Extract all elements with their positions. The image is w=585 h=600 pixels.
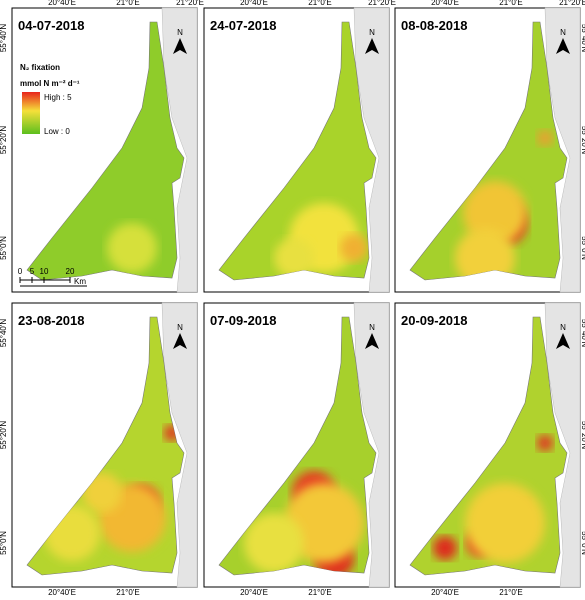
hotspots	[433, 435, 553, 563]
scale-label: 0	[18, 267, 23, 276]
lat-label: 55°40'N	[0, 24, 8, 53]
lon-label: 21°0'E	[116, 588, 139, 597]
scale-label: 10	[40, 267, 49, 276]
lon-label: 20°40'E	[48, 0, 76, 7]
lat-label: 55°0'N	[0, 531, 8, 555]
north-label: N	[369, 323, 375, 332]
panel-date: 04-07-2018	[18, 18, 85, 33]
panel-date: 23-08-2018	[18, 313, 85, 328]
hotspot	[433, 536, 457, 560]
land	[353, 7, 390, 293]
lat-label: 55°20'N	[0, 126, 8, 155]
hotspot	[274, 238, 314, 278]
lat-label: 55°20'N	[580, 421, 585, 450]
land	[544, 7, 581, 293]
legend-high: High : 5	[44, 93, 72, 102]
map-panel: 20-09-2018 N	[394, 302, 581, 588]
lon-label: 21°0'E	[499, 0, 522, 7]
scale-label: 5	[30, 267, 35, 276]
lat-label: 55°20'N	[580, 126, 585, 155]
land	[161, 7, 198, 293]
lat-label: 55°0'N	[0, 236, 8, 260]
lon-label: 20°40'E	[240, 588, 268, 597]
lagoon	[26, 21, 185, 281]
legend-low: Low : 0	[44, 127, 70, 136]
map-panel: 08-08-2018 N	[394, 7, 581, 293]
hotspot	[107, 223, 157, 273]
scale-label: 20	[66, 267, 75, 276]
north-label: N	[560, 323, 566, 332]
panel-date: 07-09-2018	[210, 313, 277, 328]
lon-label: 21°20'E	[559, 0, 585, 7]
map-panel: 23-08-2018 N	[11, 302, 198, 588]
lon-label: 20°40'E	[431, 588, 459, 597]
hotspots	[244, 471, 364, 575]
panel-date: 24-07-2018	[210, 18, 277, 33]
hotspots	[107, 223, 157, 273]
hotspot	[82, 473, 122, 513]
panel-date: 20-09-2018	[401, 313, 468, 328]
lat-label: 55°40'N	[580, 319, 585, 348]
lat-label: 55°40'N	[580, 24, 585, 53]
north-label: N	[560, 28, 566, 37]
lon-label: 20°40'E	[240, 0, 268, 7]
lat-label: 55°20'N	[0, 421, 8, 450]
scale-bar	[19, 277, 87, 287]
north-arrow	[365, 38, 379, 54]
hotspot	[537, 435, 553, 451]
lon-label: 21°20'E	[368, 0, 396, 7]
scale-unit: Km	[74, 277, 86, 286]
north-arrow	[365, 333, 379, 349]
north-arrow	[173, 38, 187, 54]
lon-label: 21°0'E	[116, 0, 139, 7]
land	[353, 302, 390, 588]
panel-date: 08-08-2018	[401, 18, 468, 33]
north-arrow	[556, 333, 570, 349]
map-panel: 24-07-2018 N	[203, 7, 390, 293]
lon-label: 21°0'E	[308, 588, 331, 597]
north-label: N	[177, 323, 183, 332]
north-arrow	[556, 38, 570, 54]
land	[544, 302, 581, 588]
legend-title: N₂ fixation	[20, 63, 60, 72]
lon-label: 21°0'E	[499, 588, 522, 597]
north-arrow	[173, 333, 187, 349]
map-panel: 07-09-2018 N	[203, 302, 390, 588]
lon-label: 20°40'E	[48, 588, 76, 597]
hotspot	[465, 483, 545, 563]
hotspot	[537, 130, 553, 146]
hotspot	[244, 513, 304, 573]
lat-label: 55°0'N	[580, 236, 585, 260]
lon-label: 20°40'E	[431, 0, 459, 7]
lon-label: 21°20'E	[176, 0, 204, 7]
lon-label: 21°0'E	[308, 0, 331, 7]
legend-ramp	[22, 92, 40, 134]
legend-units: mmol N m⁻² d⁻¹	[20, 79, 80, 88]
map-panel: 04-07-2018 N N₂ fixation mmol N m⁻² d⁻¹ High…	[11, 7, 198, 293]
land	[161, 302, 198, 588]
lagoon	[409, 21, 568, 281]
hotspots	[274, 203, 368, 278]
hotspot	[340, 234, 368, 262]
lat-label: 55°40'N	[0, 319, 8, 348]
lat-label: 55°0'N	[580, 531, 585, 555]
north-label: N	[177, 28, 183, 37]
north-label: N	[369, 28, 375, 37]
